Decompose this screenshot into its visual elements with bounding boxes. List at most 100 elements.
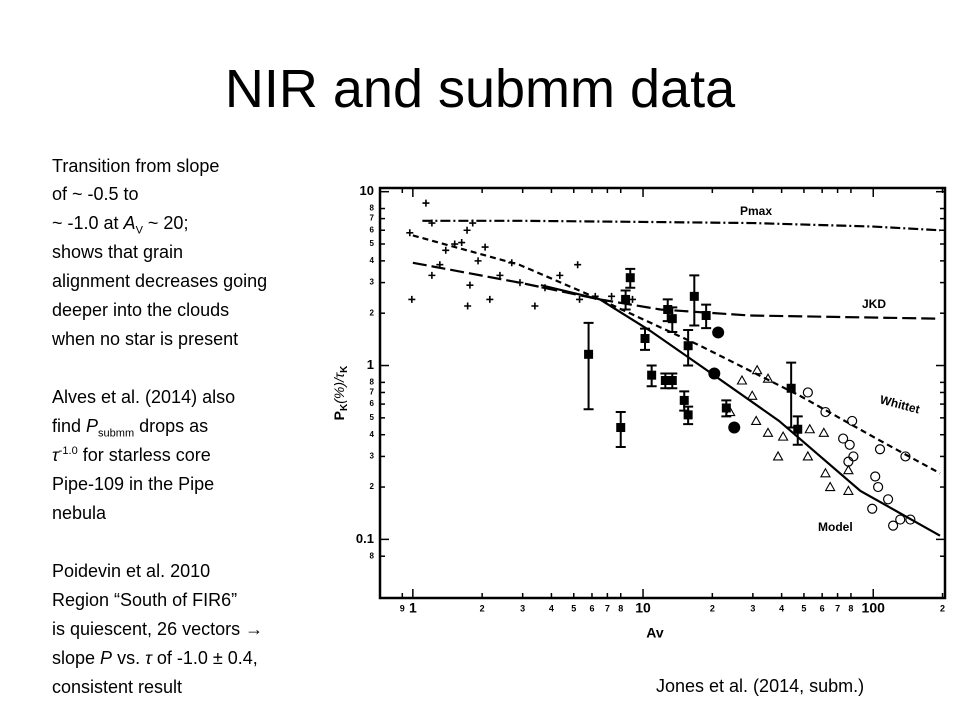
x-tick-label: 8 — [848, 603, 853, 613]
x-tick-label: 2 — [940, 603, 945, 613]
y-tick-label: 2 — [370, 482, 375, 491]
open-circle-point — [802, 387, 813, 398]
curve-label: Pmax — [740, 204, 772, 218]
x-tick-label: 7 — [605, 603, 610, 613]
y-tick-label: 3 — [370, 452, 375, 461]
filled-circle-point — [728, 421, 741, 434]
text-line: Pipe-109 in the Pipe — [52, 474, 215, 494]
text-line: of ~ -0.5 to — [52, 184, 139, 204]
open-circle-point — [847, 415, 858, 427]
triangle-point — [842, 464, 854, 475]
curve-label: Whittet — [878, 392, 921, 416]
text-line: Transition from slope — [52, 156, 220, 176]
text-line: when no star is present — [52, 329, 239, 349]
y-tick-label: 8 — [370, 204, 375, 213]
text: -1.0 — [58, 445, 78, 457]
x-tick-label: 2 — [710, 603, 715, 613]
plus-point — [576, 295, 584, 303]
square-point — [621, 294, 631, 304]
text: P — [331, 411, 347, 420]
plus-point — [422, 199, 430, 207]
text: P — [100, 648, 113, 668]
square-point — [625, 273, 635, 283]
open-circle-point — [873, 481, 884, 493]
plus-point — [408, 295, 416, 303]
square-point — [647, 370, 657, 380]
plus-point — [486, 295, 494, 303]
x-tick-label: 6 — [820, 603, 825, 613]
error-bar — [786, 361, 797, 429]
x-tick-label: 10 — [635, 600, 651, 616]
square-point — [701, 310, 711, 320]
plus-point — [474, 257, 482, 265]
open-circle-point — [848, 451, 859, 462]
square-point — [679, 395, 689, 405]
text: τ — [52, 445, 59, 465]
x-tick-label: 6 — [589, 603, 594, 613]
y-tick-label: 7 — [370, 388, 375, 397]
square-point — [616, 423, 626, 433]
y-tick-label: 6 — [370, 225, 375, 234]
model-curve — [540, 284, 941, 537]
x-tick-label: 100 — [862, 600, 886, 616]
text-line: shows that grain — [52, 242, 184, 262]
square-point — [667, 314, 677, 324]
text-line: ~ -1.0 at AV ~ 20; — [52, 213, 188, 237]
y-tick-label: 0.1 — [356, 531, 374, 546]
text-line: alignment decreases going — [52, 271, 268, 291]
y-tick-label: 5 — [370, 413, 375, 422]
plus-point — [629, 295, 637, 303]
text: slope — [52, 648, 101, 668]
model-curve — [422, 219, 941, 232]
triangle-point — [751, 364, 763, 375]
open-circle-point — [844, 439, 855, 450]
text-line: nebula — [52, 503, 107, 523]
y-tick-label: 8 — [370, 551, 375, 560]
text: τ — [331, 372, 347, 378]
square-point — [640, 334, 650, 344]
text-line: Poidevin et al. 2010 — [52, 561, 211, 581]
square-point — [683, 341, 693, 351]
open-circle-point — [870, 471, 881, 482]
plus-point — [442, 246, 450, 254]
x-tick-label: 4 — [779, 603, 784, 613]
triangle-point — [802, 450, 814, 461]
open-circle-point — [843, 456, 854, 467]
open-circle-point — [882, 494, 894, 505]
plus-point — [531, 302, 539, 310]
y-tick-label: 4 — [370, 256, 375, 265]
square-point — [793, 424, 803, 434]
text-line: Alves et al. (2014) also — [52, 387, 236, 407]
plus-point — [464, 302, 472, 310]
triangle-point — [842, 485, 854, 495]
triangle-point — [724, 406, 736, 417]
curve-label: JKD — [862, 297, 886, 311]
triangle-point — [736, 374, 748, 385]
square-point — [667, 376, 677, 386]
open-circle-point — [874, 444, 886, 455]
y-tick-label: 2 — [370, 308, 375, 317]
text-line: consistent result — [52, 677, 183, 697]
caption: Jones et al. (2014, subm.) — [656, 676, 865, 696]
x-tick-label: 7 — [835, 603, 840, 613]
open-circle-point — [895, 514, 906, 525]
triangle-point — [777, 430, 789, 441]
open-circle-point — [867, 503, 878, 514]
plus-point — [574, 261, 582, 269]
square-point — [721, 403, 731, 413]
triangle-point — [762, 427, 774, 437]
open-circle-point — [905, 514, 916, 525]
triangle-point — [772, 450, 784, 461]
filled-circle-point — [712, 326, 725, 339]
triangle-point — [818, 427, 830, 437]
plus-point — [458, 239, 466, 247]
y-tick-label: 8 — [370, 377, 375, 386]
plus-point — [496, 271, 504, 279]
y-tick-label: 4 — [370, 430, 375, 439]
y-tick-label: 6 — [370, 399, 375, 408]
y-tick-label: 5 — [370, 239, 375, 248]
x-tick-label: 5 — [801, 603, 806, 613]
text: submm — [98, 427, 135, 440]
open-circle-point — [888, 520, 899, 531]
